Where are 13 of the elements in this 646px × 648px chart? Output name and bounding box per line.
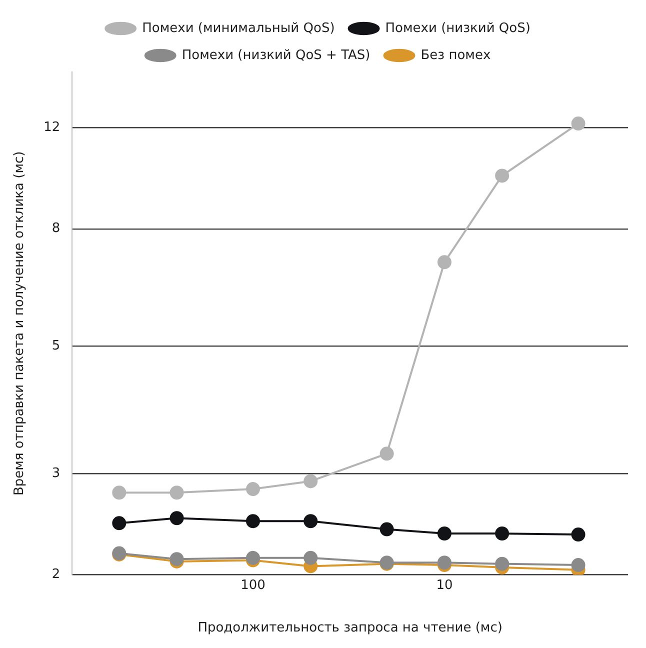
legend-label: Помехи (низкий QoS) — [385, 20, 530, 36]
x-tick-label: 10 — [436, 578, 453, 593]
y-tick-label: 3 — [52, 466, 60, 481]
x-tick-label: 100 — [240, 578, 266, 593]
y-tick-label: 5 — [52, 338, 60, 354]
y-tick-label: 12 — [44, 120, 60, 136]
legend-label: Помехи (низкий QoS + TAS) — [182, 48, 370, 63]
x-axis-title: Продолжительность запроса на чтение (мс) — [198, 620, 502, 636]
y-axis-title: Время отправки пакета и получение отклика (мс) — [12, 151, 28, 496]
y-tick-label: 8 — [52, 221, 60, 236]
legend-label: Помехи (минимальный QoS) — [142, 20, 335, 36]
y-tick-label: 2 — [52, 567, 60, 582]
legend-label: Без помех — [420, 48, 491, 63]
